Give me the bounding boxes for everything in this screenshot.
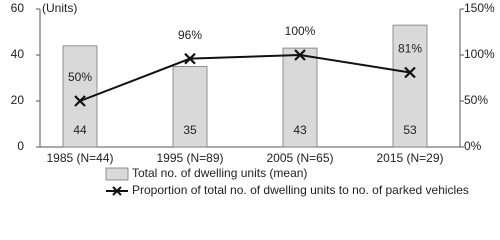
bar-value-label: 53 — [403, 123, 417, 137]
bar-value-label: 43 — [293, 123, 307, 137]
x-tick-label: 1995 (N=89) — [156, 151, 223, 165]
legend-label: Total no. of dwelling units (mean) — [132, 166, 307, 180]
line-value-label: 96% — [178, 28, 202, 42]
y-tick-label: 40 — [11, 47, 25, 61]
line-value-label: 100% — [285, 24, 316, 38]
x-tick-label: 2005 (N=65) — [266, 151, 333, 165]
bar-value-label: 35 — [183, 123, 197, 137]
line-marker — [74, 95, 86, 107]
bar — [392, 24, 428, 148]
chart: (Units) 0 20 40 60 0% 50% 100% 150% 1985 (N=44) 1… — [11, 1, 495, 197]
y-tick-label: 20 — [11, 93, 25, 107]
y2-tick-label: 150% — [464, 1, 495, 15]
line-marker — [404, 66, 416, 79]
bar — [282, 47, 318, 148]
line-marker — [184, 52, 196, 65]
x-tick-label: 1985 (N=44) — [46, 151, 113, 165]
y2-tick-label: 100% — [464, 47, 495, 61]
y-tick-label: 0 — [17, 139, 24, 153]
x-tick-label: 2015 (N=29) — [376, 151, 443, 165]
y2-tick-label: 50% — [464, 93, 488, 107]
line — [79, 53, 411, 102]
legend-marker — [112, 186, 122, 196]
line-marker — [294, 49, 306, 61]
y-tick-label: 60 — [11, 1, 25, 15]
legend-label: Proportion of total no. of dwelling unit… — [132, 183, 469, 197]
bar — [172, 66, 208, 148]
y2-tick-label: 0% — [464, 139, 482, 153]
line-value-label: 81% — [398, 42, 422, 56]
bar-value-label: 44 — [73, 123, 87, 137]
unit-label: (Units) — [42, 1, 77, 15]
line-value-label: 50% — [68, 70, 92, 84]
legend-swatch — [105, 167, 129, 181]
